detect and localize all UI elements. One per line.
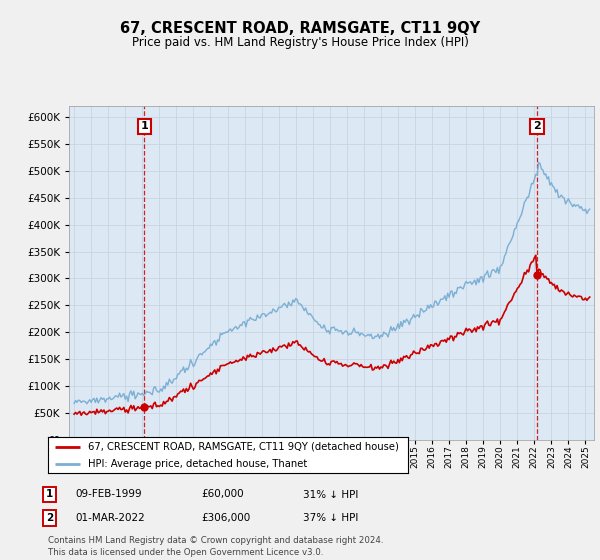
Text: 67, CRESCENT ROAD, RAMSGATE, CT11 9QY: 67, CRESCENT ROAD, RAMSGATE, CT11 9QY	[120, 21, 480, 36]
Text: 1: 1	[140, 122, 148, 132]
Text: 2: 2	[533, 122, 541, 132]
Text: 2: 2	[46, 513, 53, 523]
Text: £306,000: £306,000	[201, 513, 250, 523]
Text: Contains HM Land Registry data © Crown copyright and database right 2024.
This d: Contains HM Land Registry data © Crown c…	[48, 536, 383, 557]
Text: Price paid vs. HM Land Registry's House Price Index (HPI): Price paid vs. HM Land Registry's House …	[131, 36, 469, 49]
Text: 01-MAR-2022: 01-MAR-2022	[75, 513, 145, 523]
Text: HPI: Average price, detached house, Thanet: HPI: Average price, detached house, Than…	[88, 459, 307, 469]
Text: 37% ↓ HPI: 37% ↓ HPI	[303, 513, 358, 523]
Text: 67, CRESCENT ROAD, RAMSGATE, CT11 9QY (detached house): 67, CRESCENT ROAD, RAMSGATE, CT11 9QY (d…	[88, 442, 398, 451]
Text: 1: 1	[46, 489, 53, 500]
Text: 09-FEB-1999: 09-FEB-1999	[75, 489, 142, 500]
Text: 31% ↓ HPI: 31% ↓ HPI	[303, 489, 358, 500]
Text: £60,000: £60,000	[201, 489, 244, 500]
